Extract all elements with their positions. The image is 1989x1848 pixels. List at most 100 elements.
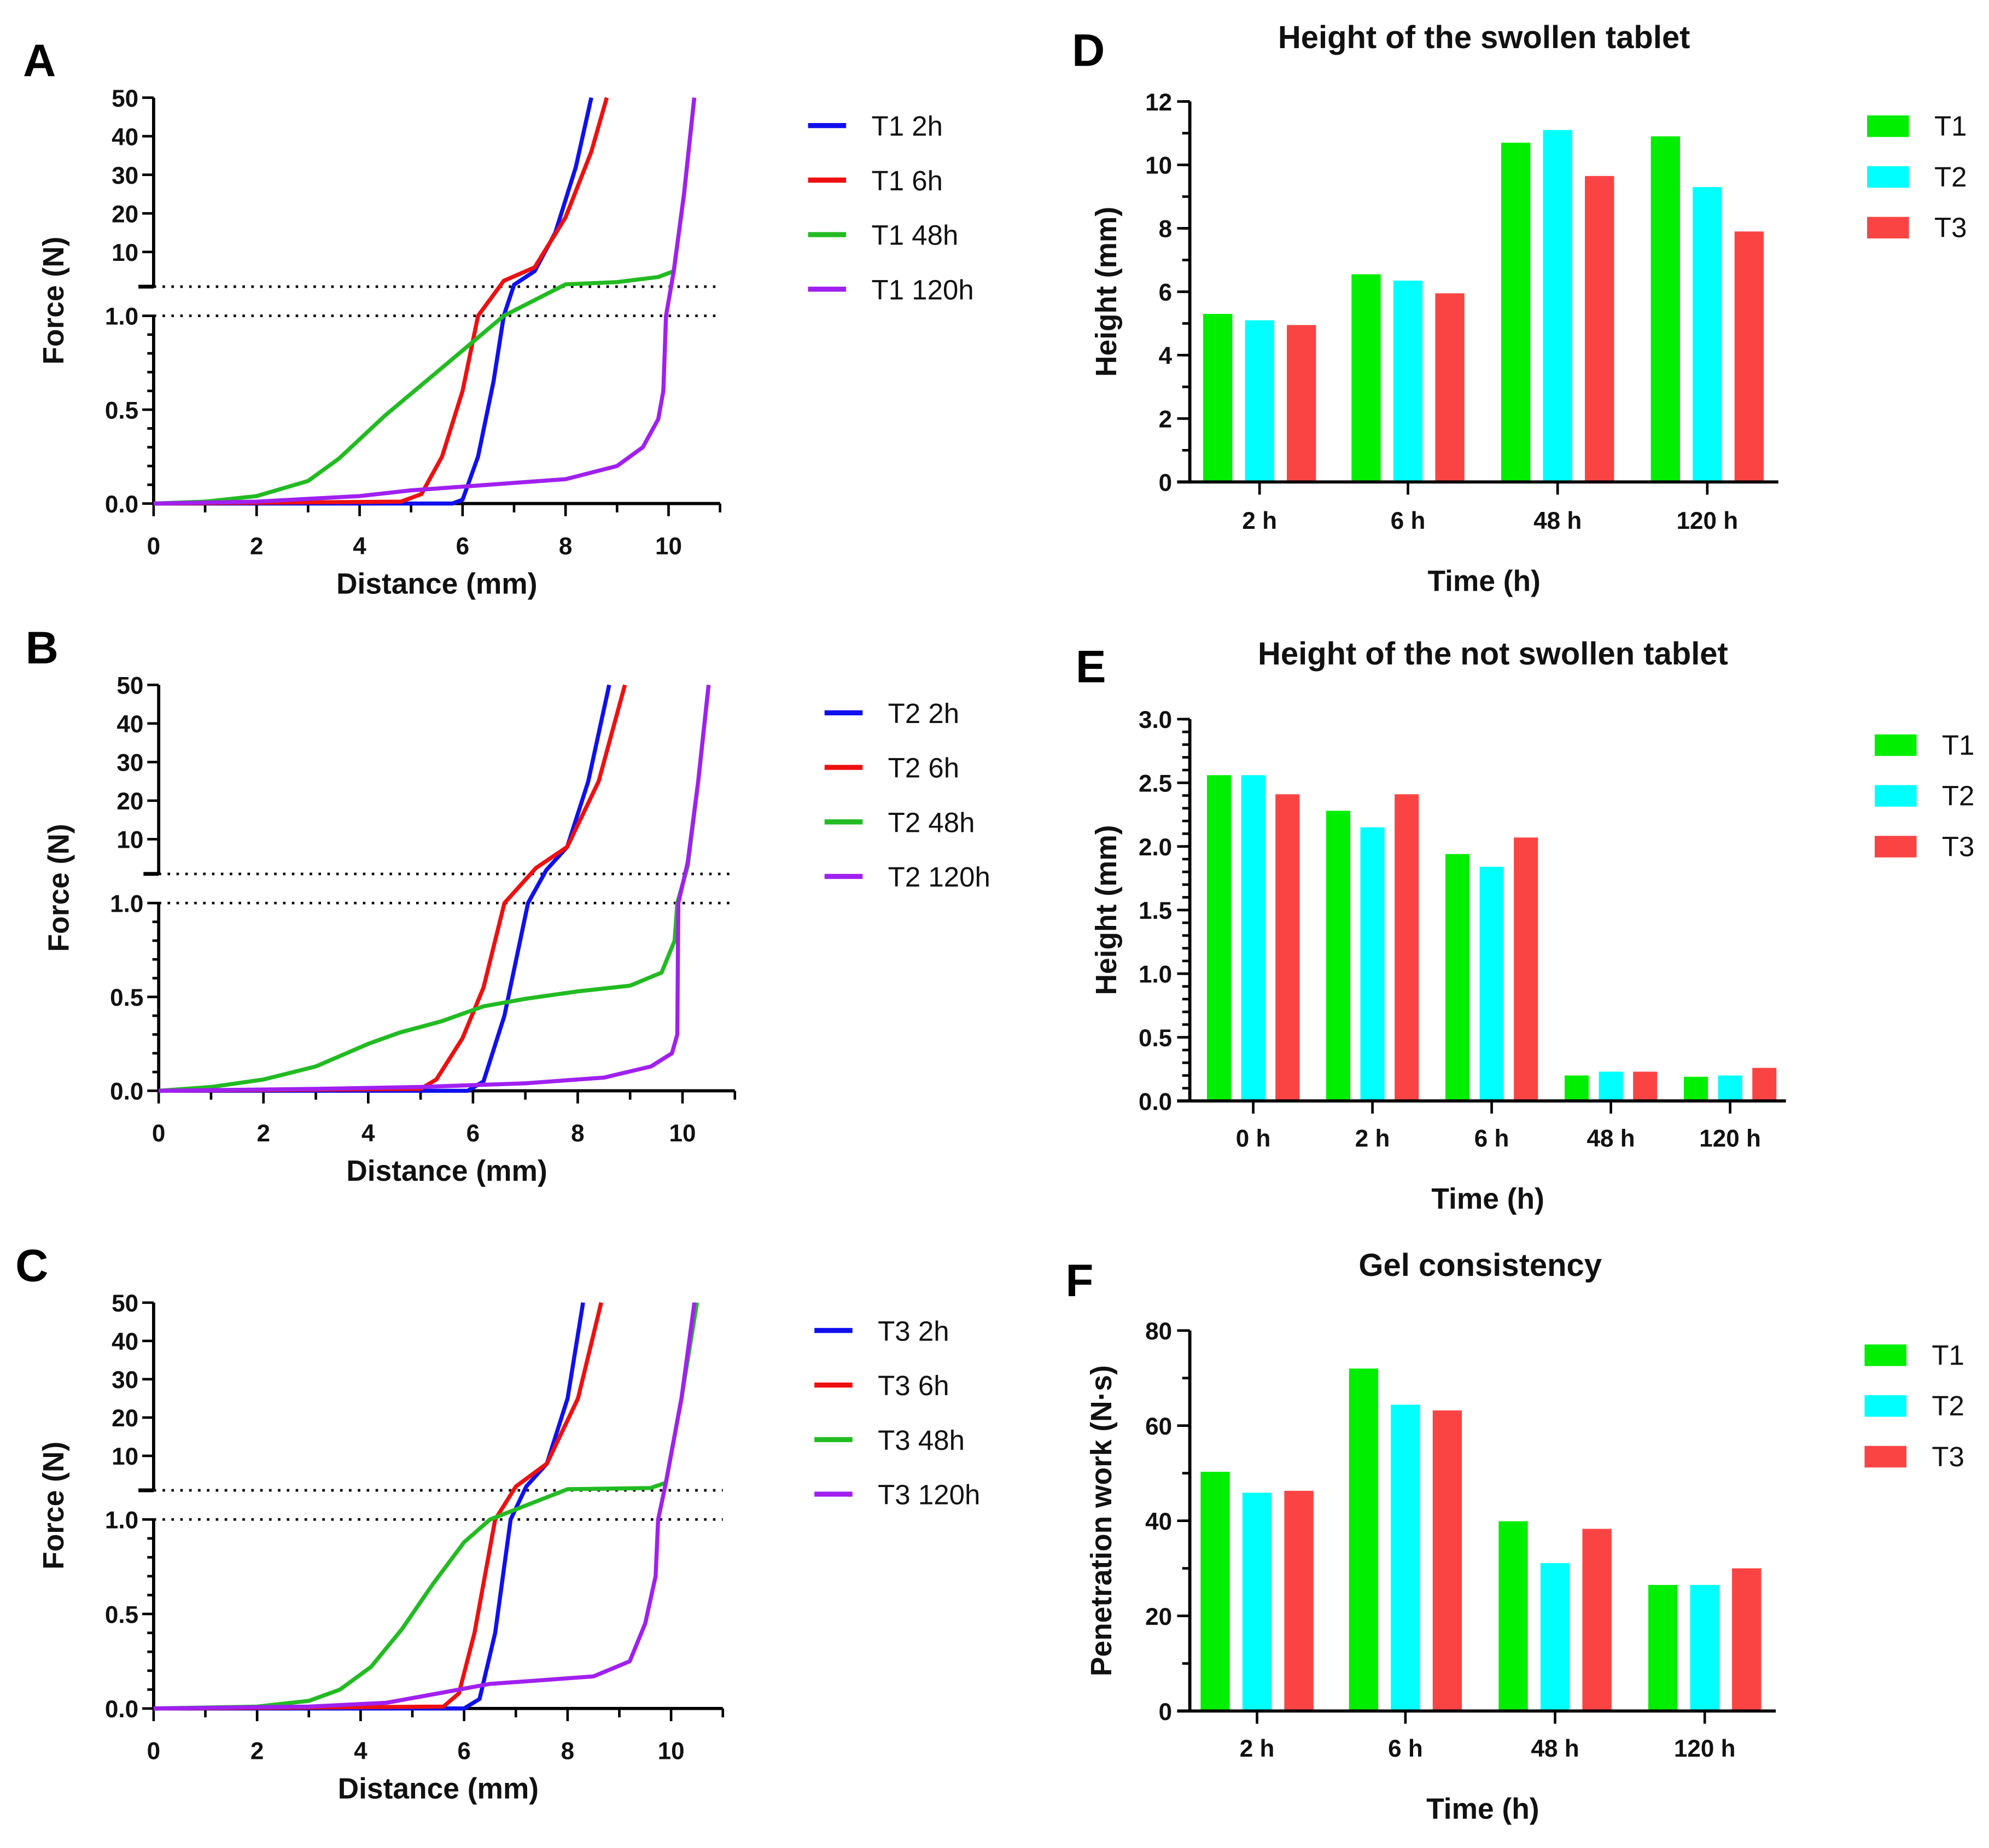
y-tick-label: 20 (116, 788, 143, 815)
legend-label: T1 120h (872, 274, 974, 305)
y-tick-label: 50 (116, 673, 143, 699)
y-axis-label: Penetration work (N·s) (1086, 1365, 1118, 1676)
series-line-t3-2h (153, 1302, 585, 1711)
bar-t1-6h (1351, 274, 1381, 482)
series-line-t3-120h (153, 1302, 697, 1711)
y-tick-label: 40 (1145, 1508, 1172, 1535)
legend-label: T2 (1932, 1390, 1964, 1421)
y-tick-label: 2 (1159, 406, 1173, 433)
panel-A: A 0 2 4 6 8 10 0.0 0.5 1.0 10 20 30 40 50 Distance (mm)… (23, 34, 974, 600)
y-tick-label: 1.5 (1139, 897, 1172, 924)
bar-t3-2h (1284, 1490, 1314, 1711)
legend-label: T1 2h (872, 110, 943, 142)
series-line-t3-48h (153, 1302, 699, 1711)
bar-t3-48h (1633, 1071, 1658, 1101)
y-tick-label: 20 (1145, 1604, 1172, 1630)
bar-t2-6h (1393, 281, 1423, 482)
panel-label: C (15, 1239, 48, 1291)
y-axis-label: Force (N) (38, 237, 70, 365)
y-tick-label: 10 (112, 240, 138, 266)
x-axis-label: Distance (mm) (336, 568, 537, 600)
panel-B: B 0 2 4 6 8 10 0.0 0.5 1.0 10 20 30 40 50 Distance (mm)… (26, 622, 990, 1187)
legend-label: T3 (1934, 212, 1967, 243)
y-tick-label: 20 (112, 201, 138, 228)
x-tick-label: 8 (561, 1738, 574, 1765)
y-tick-label: 10 (1145, 153, 1172, 179)
y-tick-label: 60 (1145, 1413, 1172, 1440)
bar-t3-2h (1287, 325, 1316, 482)
y-tick-label: 1.0 (105, 1507, 138, 1534)
bar-t2-48h (1599, 1071, 1623, 1101)
panel-label: F (1065, 1255, 1093, 1306)
x-axis-label: Distance (mm) (346, 1155, 547, 1187)
bar-t2-2h (1245, 320, 1274, 482)
x-tick-label: 120 h (1677, 508, 1739, 534)
bar-t1-120h (1683, 1076, 1708, 1101)
x-tick-label: 8 (571, 1120, 585, 1147)
bar-t3-48h (1585, 176, 1614, 482)
y-tick-label: 12 (1145, 89, 1172, 116)
y-tick-label: 30 (116, 750, 143, 777)
x-tick-label: 2 (256, 1120, 270, 1147)
bar-t2-48h (1540, 1563, 1570, 1711)
y-tick-label: 0 (1159, 1699, 1173, 1725)
bar-t3-48h (1582, 1529, 1612, 1711)
y-tick-label: 2.5 (1139, 771, 1172, 797)
bar-t3-6h (1514, 837, 1538, 1101)
legend-label: T3 48h (878, 1425, 965, 1456)
bar-t2-48h (1543, 130, 1572, 482)
x-tick-label: 2 h (1355, 1126, 1390, 1152)
legend-swatch (1867, 217, 1909, 238)
y-tick-label: 0.0 (110, 1079, 143, 1105)
series-line-t1-2h (153, 97, 593, 506)
x-tick-label: 6 (466, 1120, 480, 1147)
bar-t2-6h (1479, 866, 1504, 1101)
legend-label: T2 (1934, 161, 1967, 193)
y-tick-label: 0.5 (110, 984, 143, 1011)
legend-label: T2 6h (888, 753, 959, 784)
x-tick-label: 8 (559, 533, 572, 559)
x-tick-label: 0 h (1236, 1126, 1271, 1152)
y-tick-label: 10 (116, 827, 143, 854)
y-axis-label: Force (N) (38, 1442, 70, 1570)
series-line-t2-120h (159, 684, 711, 1093)
legend-label: T1 (1934, 110, 1967, 142)
y-tick-label: 40 (112, 1328, 138, 1355)
x-tick-label: 4 (353, 533, 366, 559)
panel-C: C 0 2 4 6 8 10 0.0 0.5 1.0 10 20 30 40 50 Distance (mm)… (15, 1239, 980, 1805)
legend-swatch (1874, 734, 1917, 756)
series-line-t2-48h (158, 684, 711, 1093)
x-tick-label: 2 (250, 1738, 264, 1765)
x-axis-label: Time (h) (1426, 1793, 1539, 1826)
legend-label: T1 (1942, 730, 1975, 761)
y-tick-label: 1.0 (1139, 961, 1172, 988)
series-line-t1-120h (153, 97, 697, 506)
x-tick-label: 120 h (1699, 1126, 1761, 1152)
chart-title: Gel consistency (1358, 1248, 1602, 1283)
y-tick-label: 3.0 (1139, 707, 1172, 733)
y-tick-label: 30 (112, 1367, 138, 1394)
bar-t1-2h (1200, 1472, 1230, 1711)
y-tick-label: 40 (116, 711, 143, 738)
y-tick-label: 1.0 (110, 890, 143, 917)
x-tick-label: 4 (361, 1120, 375, 1147)
x-tick-label: 0 (152, 1120, 166, 1147)
x-tick-label: 0 (147, 533, 161, 559)
legend-label: T3 120h (878, 1479, 980, 1511)
x-tick-label: 48 h (1587, 1126, 1635, 1152)
panel-label: D (1072, 25, 1105, 76)
x-tick-label: 48 h (1533, 508, 1582, 534)
bar-t3-6h (1435, 293, 1465, 482)
bar-t1-48h (1498, 1521, 1528, 1711)
series-line-t2-2h (159, 684, 611, 1093)
y-tick-label: 30 (112, 162, 138, 189)
legend-swatch (1864, 1395, 1906, 1417)
panel-label: A (23, 34, 56, 86)
y-axis-label: Height (mm) (1090, 207, 1123, 377)
bar-t1-6h (1349, 1368, 1379, 1711)
x-tick-label: 6 (457, 1738, 470, 1765)
bar-t2-0h (1241, 775, 1265, 1101)
y-tick-label: 6 (1159, 279, 1173, 306)
y-tick-label: 0.0 (1139, 1088, 1172, 1115)
